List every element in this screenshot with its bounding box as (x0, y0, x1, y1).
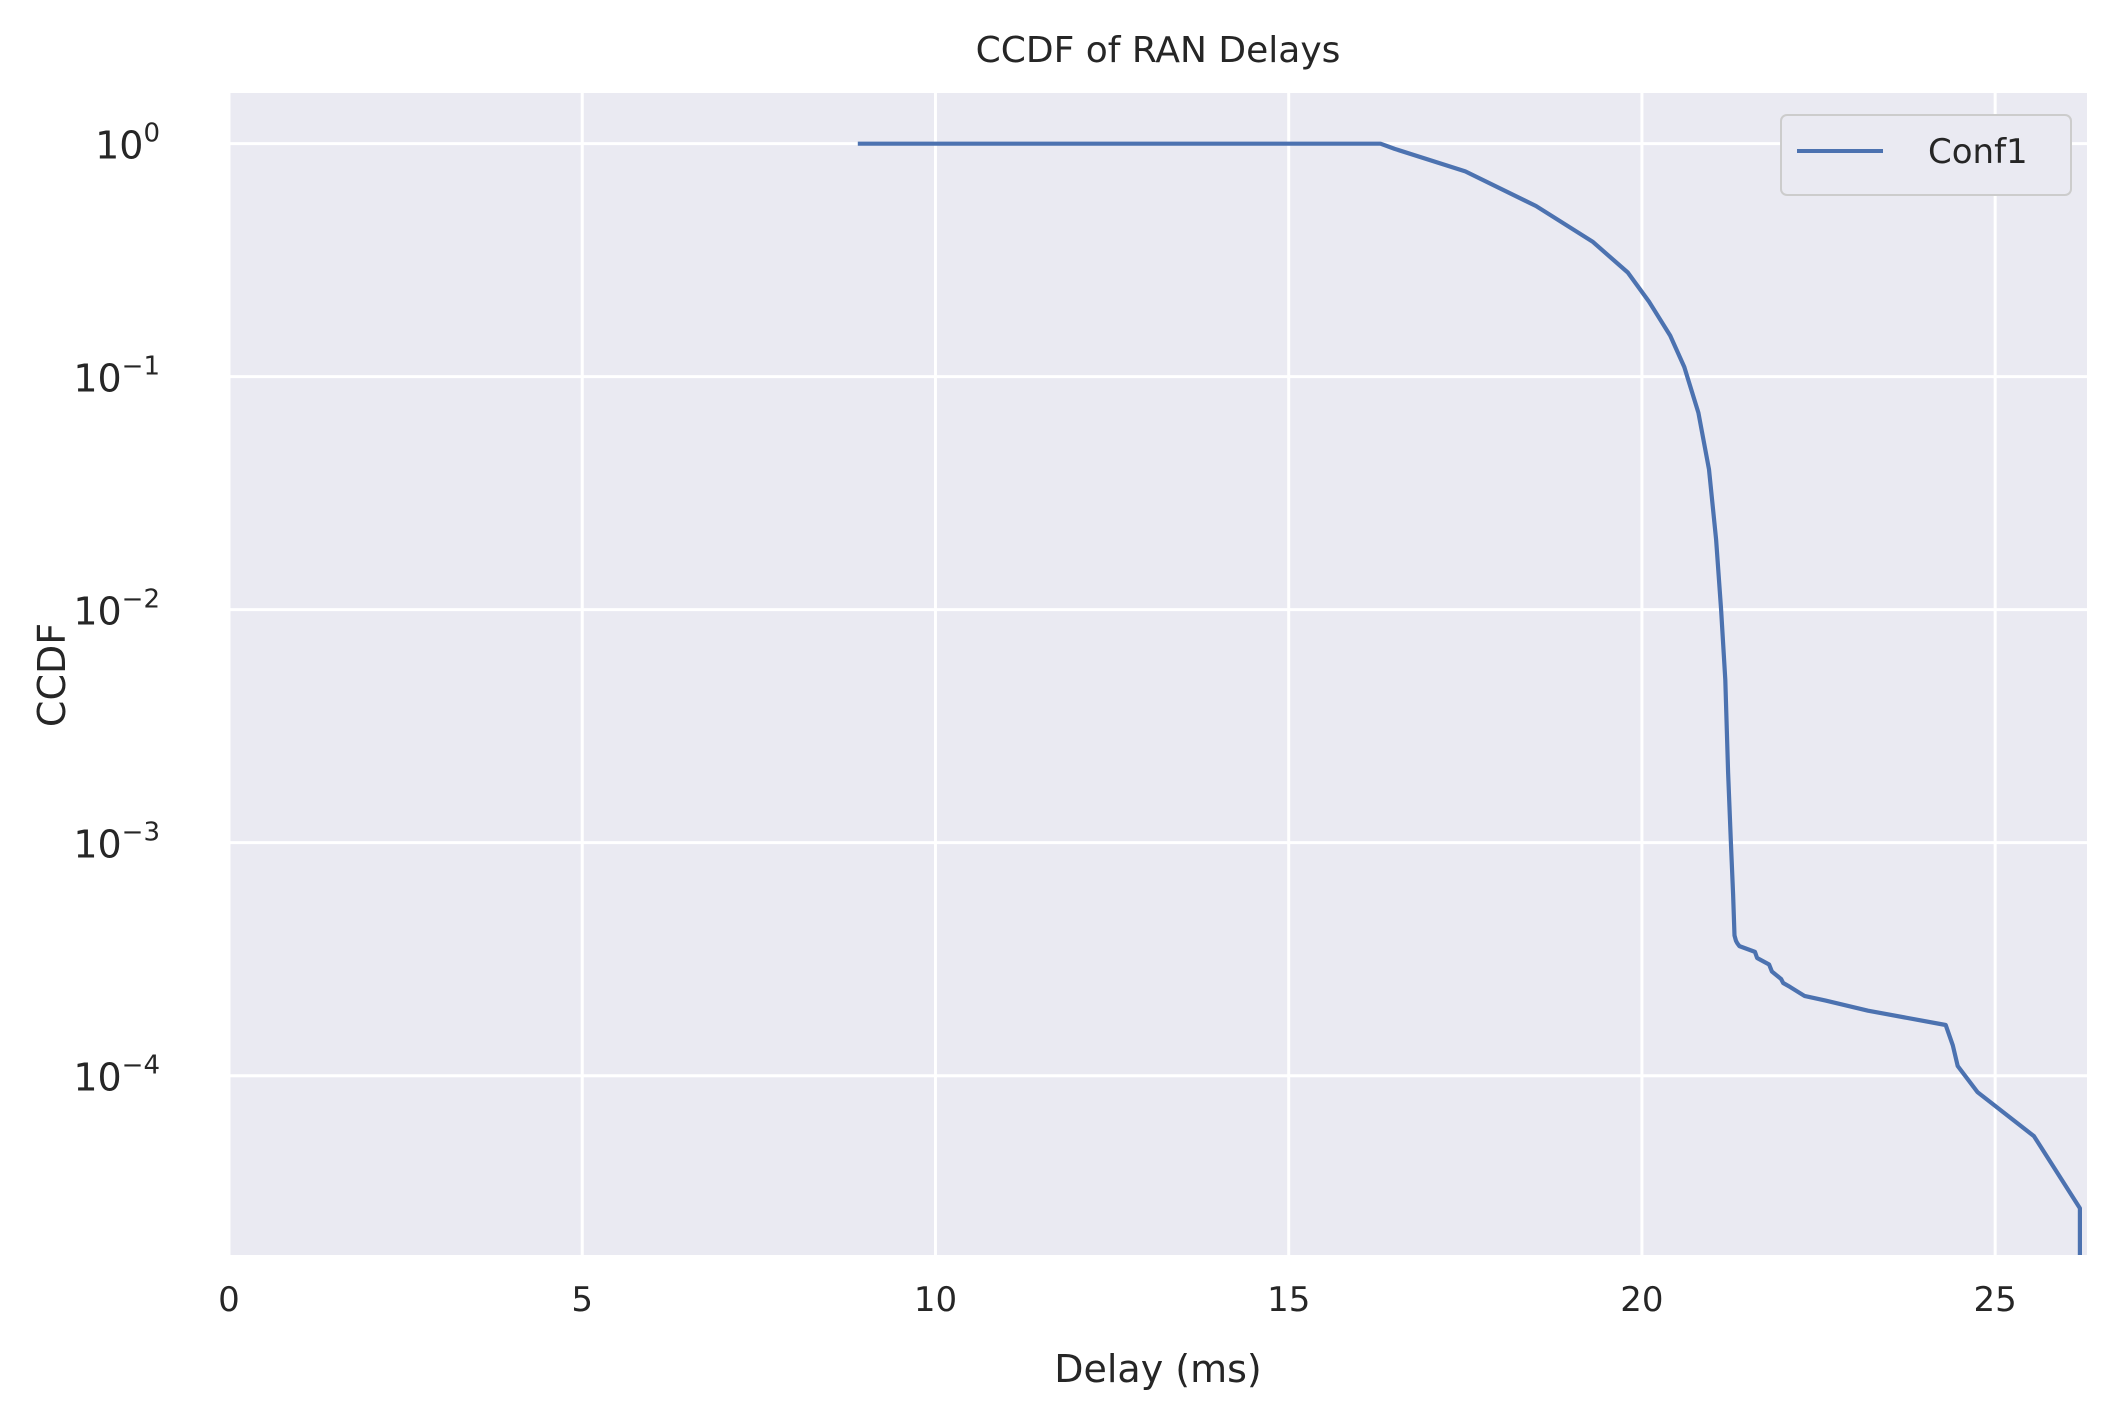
legend: Conf1 (1780, 114, 2072, 196)
legend-box (1780, 114, 2072, 196)
x-tick-label: 5 (571, 1280, 593, 1320)
chart-title: CCDF of RAN Delays (976, 30, 1341, 71)
x-tick-labels: 0 5 10 15 20 25 (218, 1280, 2017, 1320)
y-tick-labels: 100 10−1 10−2 10−3 10−4 (73, 119, 160, 1100)
legend-series-label: Conf1 (1928, 132, 2028, 172)
grid (227, 93, 2087, 1255)
x-tick-label: 25 (1974, 1280, 2017, 1320)
y-axis-label: CCDF (30, 623, 74, 727)
x-axis-label: Delay (ms) (1054, 1347, 1262, 1391)
y-tick-label: 100 (95, 119, 160, 168)
x-tick-label: 0 (218, 1280, 240, 1320)
series-line (857, 141, 2082, 1255)
series-layer (857, 141, 2082, 1255)
y-tick-label: 10−4 (73, 1051, 160, 1100)
x-tick-label: 10 (914, 1280, 957, 1320)
y-tick-label: 10−1 (73, 352, 160, 401)
plot-background (229, 93, 2087, 1255)
x-tick-label: 20 (1620, 1280, 1663, 1320)
y-tick-label: 10−3 (73, 818, 160, 867)
y-tick-label: 10−2 (73, 585, 160, 634)
x-tick-label: 15 (1267, 1280, 1310, 1320)
